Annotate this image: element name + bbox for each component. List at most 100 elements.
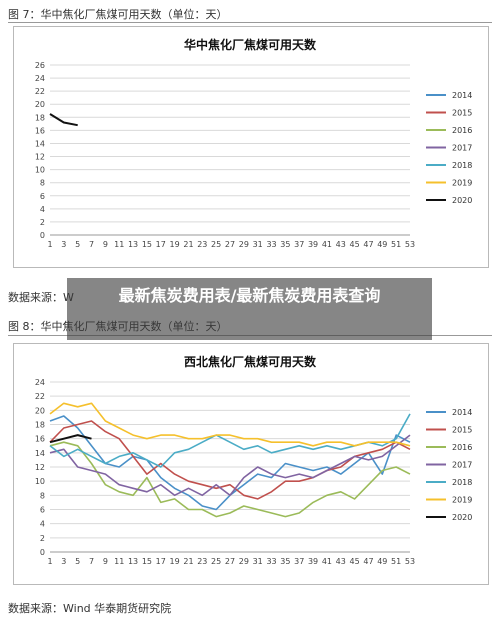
legend-label-2017: 2017 [452, 461, 472, 470]
x-tick-label: 47 [363, 557, 373, 566]
legend-label-2017: 2017 [452, 144, 472, 153]
y-tick-label: 12 [35, 153, 45, 162]
x-tick-label: 3 [61, 557, 66, 566]
x-tick-label: 3 [61, 240, 66, 249]
article-title-banner[interactable]: 最新焦炭费用表/最新焦炭费用表查询 [67, 278, 432, 340]
series-line-2019 [49, 402, 411, 447]
x-tick-label: 5 [75, 557, 80, 566]
legend-label-2016: 2016 [452, 126, 472, 135]
series-line-2015 [49, 420, 411, 500]
x-tick-label: 21 [183, 557, 193, 566]
series-line-2016 [49, 441, 411, 518]
x-tick-label: 45 [350, 240, 360, 249]
y-tick-label: 20 [35, 100, 45, 109]
x-tick-label: 45 [350, 557, 360, 566]
y-tick-label: 0 [40, 231, 45, 240]
series-line-2018 [49, 413, 411, 468]
y-tick-label: 20 [35, 406, 45, 415]
x-tick-label: 43 [336, 240, 346, 249]
x-tick-label: 33 [266, 240, 276, 249]
x-tick-label: 17 [156, 240, 166, 249]
x-tick-label: 49 [377, 557, 387, 566]
x-tick-label: 11 [114, 557, 124, 566]
x-tick-label: 13 [128, 240, 138, 249]
x-tick-label: 29 [239, 240, 249, 249]
x-tick-label: 7 [89, 240, 94, 249]
x-tick-label: 37 [294, 240, 304, 249]
x-tick-label: 7 [89, 557, 94, 566]
x-tick-label: 1 [47, 557, 52, 566]
chart-title: 西北焦化厂焦煤可用天数 [184, 354, 317, 369]
y-tick-label: 14 [35, 449, 45, 458]
y-tick-label: 24 [35, 74, 45, 83]
figure-7-top-rule [8, 22, 492, 23]
source-note-2: 数据来源：Wind 华泰期货研究院 [8, 602, 172, 615]
legend-label-2020: 2020 [452, 513, 472, 522]
x-tick-label: 35 [280, 240, 290, 249]
x-tick-label: 9 [103, 557, 108, 566]
x-tick-label: 19 [170, 557, 180, 566]
y-tick-label: 16 [35, 126, 45, 135]
x-tick-label: 9 [103, 240, 108, 249]
chart-panel-1: 华中焦化厂焦煤可用天数 0 2 4 6 8 10 12 14 16 18 20 22 24 26 1 3 5 7 9 1… [13, 26, 489, 268]
x-tick-label: 31 [253, 557, 263, 566]
x-tick-label: 27 [225, 240, 235, 249]
x-tick-label: 41 [322, 240, 332, 249]
legend-label-2016: 2016 [452, 443, 472, 452]
x-tick-label: 17 [156, 557, 166, 566]
x-tick-label: 15 [142, 240, 152, 249]
y-tick-label: 18 [35, 421, 45, 430]
chart-panel-2: 西北焦化厂焦煤可用天数 0 2 4 6 8 10 12 14 16 18 20 22 24 1 3 5 7 9 11 1… [13, 343, 489, 585]
x-tick-label: 29 [239, 557, 249, 566]
x-tick-label: 11 [114, 240, 124, 249]
y-tick-label: 2 [40, 534, 45, 543]
x-tick-label: 43 [336, 557, 346, 566]
y-tick-label: 8 [40, 179, 45, 188]
x-tick-label: 19 [170, 240, 180, 249]
figure-7-caption: 图 7：华中焦化厂焦煤可用天数（单位：天） [8, 8, 228, 21]
source-note-1: 数据来源：W [8, 291, 74, 304]
y-tick-label: 18 [35, 113, 45, 122]
x-tick-label: 53 [405, 557, 415, 566]
legend-label-2018: 2018 [452, 161, 472, 170]
y-tick-label: 10 [35, 477, 45, 486]
y-tick-label: 12 [35, 463, 45, 472]
chart-title: 华中焦化厂焦煤可用天数 [184, 37, 317, 52]
y-tick-label: 24 [35, 378, 45, 387]
x-tick-label: 15 [142, 557, 152, 566]
x-tick-label: 47 [363, 240, 373, 249]
legend-label-2019: 2019 [452, 496, 472, 505]
y-tick-label: 14 [35, 139, 45, 148]
legend-label-2019: 2019 [452, 179, 472, 188]
y-tick-label: 22 [35, 392, 45, 401]
x-tick-label: 13 [128, 557, 138, 566]
y-tick-label: 6 [40, 506, 45, 515]
series-line-2020 [49, 434, 92, 444]
x-tick-label: 41 [322, 557, 332, 566]
x-tick-label: 33 [266, 557, 276, 566]
y-tick-label: 22 [35, 87, 45, 96]
x-tick-label: 51 [391, 240, 401, 249]
x-tick-label: 31 [253, 240, 263, 249]
legend-label-2018: 2018 [452, 478, 472, 487]
x-tick-label: 39 [308, 557, 318, 566]
y-tick-label: 16 [35, 435, 45, 444]
x-tick-label: 53 [405, 240, 415, 249]
x-tick-label: 23 [197, 240, 207, 249]
legend-label-2014: 2014 [452, 91, 472, 100]
series-line-2020 [49, 113, 78, 127]
x-tick-label: 21 [183, 240, 193, 249]
series-line-2017 [49, 434, 411, 497]
y-tick-label: 2 [40, 218, 45, 227]
legend-label-2014: 2014 [452, 408, 472, 417]
x-tick-label: 39 [308, 240, 318, 249]
x-tick-label: 51 [391, 557, 401, 566]
y-tick-label: 4 [40, 205, 45, 214]
legend-label-2015: 2015 [452, 109, 472, 118]
x-tick-label: 49 [377, 240, 387, 249]
x-tick-label: 37 [294, 557, 304, 566]
legend-label-2015: 2015 [452, 426, 472, 435]
x-tick-label: 35 [280, 557, 290, 566]
